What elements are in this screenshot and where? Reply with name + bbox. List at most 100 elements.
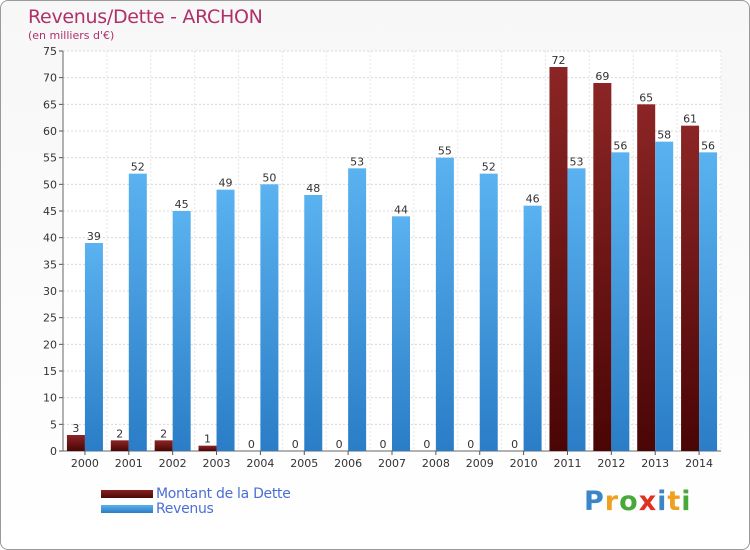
- logo-letter: r: [604, 486, 620, 517]
- bar-revenus: [260, 184, 279, 452]
- y-tick-label: 5: [50, 418, 57, 431]
- data-label-dette: 3: [72, 422, 79, 435]
- data-label-dette: 72: [551, 54, 565, 67]
- x-tick-label: 2002: [159, 457, 187, 470]
- y-tick-label: 55: [43, 152, 57, 165]
- x-tick-label: 2006: [334, 457, 362, 470]
- logo-letter: x: [638, 486, 658, 517]
- legend-label-revenus: Revenus: [156, 501, 214, 517]
- x-tick-label: 2010: [510, 457, 538, 470]
- bar-dette: [110, 440, 129, 451]
- data-label-dette: 0: [511, 438, 518, 451]
- bar-dette: [549, 67, 568, 451]
- data-label-revenus: 53: [569, 155, 583, 168]
- data-label-dette: 1: [204, 433, 211, 446]
- bar-dette: [681, 125, 700, 452]
- bar-revenus: [523, 205, 542, 451]
- x-tick-label: 2001: [115, 457, 143, 470]
- y-tick-label: 70: [43, 72, 57, 85]
- y-tick-label: 35: [43, 258, 57, 271]
- bar-dette: [154, 440, 173, 451]
- x-tick-label: 2009: [466, 457, 494, 470]
- bar-revenus: [655, 141, 674, 451]
- bar-revenus: [699, 152, 718, 452]
- x-tick-label: 2008: [422, 457, 450, 470]
- data-label-dette: 61: [683, 113, 697, 126]
- logo-letter: i: [657, 486, 668, 517]
- bar-revenus: [567, 168, 586, 452]
- logo-letter: o: [619, 486, 639, 517]
- bar-revenus: [611, 152, 630, 452]
- legend-label-dette: Montant de la Dette: [156, 486, 291, 502]
- data-label-dette: 69: [595, 70, 609, 83]
- bar-dette: [66, 435, 85, 451]
- bar-revenus: [172, 211, 191, 451]
- proxiti-logo: Proxiti: [584, 486, 692, 517]
- x-tick-label: 2014: [685, 457, 713, 470]
- y-tick-label: 50: [43, 178, 57, 191]
- bar-revenus: [216, 189, 235, 451]
- logo-letter: t: [667, 486, 682, 517]
- data-label-dette: 65: [639, 91, 653, 104]
- data-label-revenus: 58: [657, 129, 671, 142]
- data-label-revenus: 48: [306, 182, 320, 195]
- bar-revenus: [392, 216, 410, 451]
- data-label-dette: 0: [467, 438, 474, 451]
- data-label-revenus: 55: [438, 145, 452, 158]
- y-tick-label: 10: [43, 392, 57, 405]
- x-tick-label: 2007: [378, 457, 406, 470]
- data-label-revenus: 45: [175, 198, 189, 211]
- chart-subtitle: (en milliers d'€): [28, 29, 115, 42]
- data-label-revenus: 39: [87, 230, 101, 243]
- data-label-dette: 0: [336, 438, 343, 451]
- data-label-revenus: 52: [482, 161, 496, 174]
- y-tick-label: 60: [43, 125, 57, 138]
- x-tick-label: 2000: [71, 457, 99, 470]
- data-label-revenus: 46: [526, 193, 540, 206]
- data-label-revenus: 50: [262, 171, 276, 184]
- x-tick-label: 2003: [203, 457, 231, 470]
- data-label-dette: 0: [248, 438, 255, 451]
- data-label-revenus: 49: [219, 177, 233, 190]
- x-tick-label: 2004: [246, 457, 274, 470]
- logo-letter: i: [681, 486, 692, 517]
- data-label-revenus: 52: [131, 161, 145, 174]
- chart-title: Revenus/Dette - ARCHON: [28, 6, 263, 28]
- data-label-revenus: 53: [350, 155, 364, 168]
- bar-revenus: [435, 157, 454, 451]
- bar-dette: [593, 83, 612, 451]
- bar-dette: [637, 104, 656, 451]
- legend-swatch-revenus: [101, 505, 153, 513]
- data-label-revenus: 44: [394, 203, 408, 216]
- data-label-dette: 0: [380, 438, 387, 451]
- data-label-dette: 0: [292, 438, 299, 451]
- data-label-revenus: 56: [613, 139, 627, 152]
- legend-swatch-dette: [101, 490, 153, 498]
- data-label-dette: 2: [116, 427, 123, 440]
- bar-revenus: [479, 173, 498, 451]
- data-label-dette: 2: [160, 427, 167, 440]
- y-tick-label: 20: [43, 338, 57, 351]
- y-tick-label: 45: [43, 205, 57, 218]
- y-tick-label: 15: [43, 365, 57, 378]
- bar-revenus: [304, 195, 323, 451]
- y-tick-label: 0: [50, 445, 57, 458]
- y-tick-label: 25: [43, 312, 57, 325]
- y-tick-label: 75: [43, 45, 57, 58]
- x-tick-label: 2012: [597, 457, 625, 470]
- bar-revenus: [348, 168, 367, 452]
- data-label-revenus: 56: [701, 139, 715, 152]
- x-tick-label: 2005: [290, 457, 318, 470]
- bar-dette: [198, 445, 217, 451]
- x-tick-label: 2013: [641, 457, 669, 470]
- logo-letter: P: [584, 486, 605, 517]
- bar-revenus: [128, 173, 147, 451]
- y-tick-label: 40: [43, 232, 57, 245]
- bar-revenus: [84, 243, 103, 451]
- x-tick-label: 2011: [553, 457, 581, 470]
- y-tick-label: 30: [43, 285, 57, 298]
- y-tick-label: 65: [43, 98, 57, 111]
- data-label-dette: 0: [423, 438, 430, 451]
